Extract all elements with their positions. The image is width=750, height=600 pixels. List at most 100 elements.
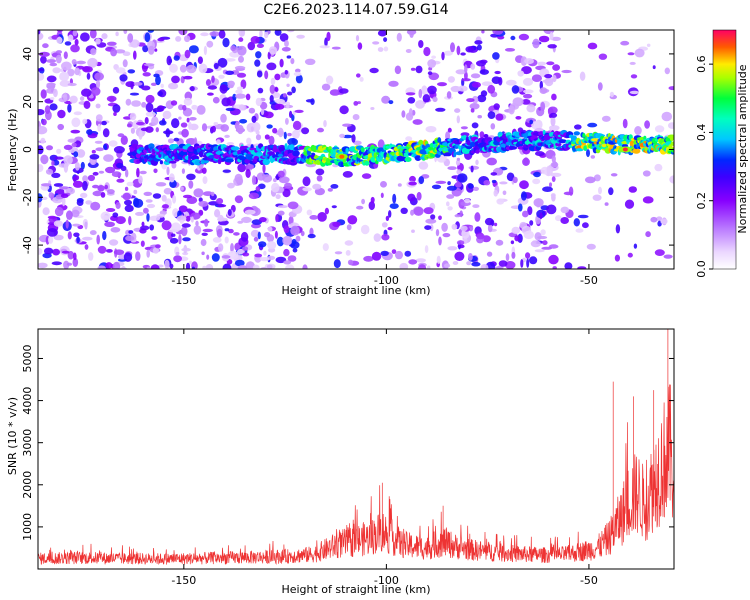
heatmap-cell	[401, 110, 406, 118]
heatmap-cell	[160, 83, 164, 88]
heatmap-cell	[427, 85, 437, 95]
heatmap-cell	[95, 103, 101, 109]
heatmap-cell	[277, 205, 288, 209]
heatmap-cell	[194, 167, 204, 174]
heatmap-cell	[63, 155, 73, 165]
heatmap-cell	[257, 87, 264, 94]
heatmap-cell	[245, 261, 255, 269]
heatmap-cell	[38, 247, 43, 255]
heatmap-cell	[381, 95, 391, 104]
heatmap-cell	[484, 217, 494, 226]
heatmap-cell	[491, 179, 497, 184]
heatmap-cell	[560, 217, 569, 224]
heatmap-cell	[598, 53, 608, 60]
figure-title: C2E6.2023.114.07.59.G14	[263, 2, 448, 18]
heatmap-cell	[123, 30, 128, 34]
heatmap-cell	[415, 258, 426, 263]
y-tick-label: 3000	[21, 429, 34, 457]
heatmap-cell	[470, 108, 475, 113]
heatmap-cell	[40, 137, 46, 144]
heatmap-cell	[212, 96, 220, 104]
heatmap-cell	[181, 247, 191, 252]
heatmap-cell	[628, 186, 637, 193]
heatmap-cell	[196, 105, 206, 115]
heatmap-cell	[515, 116, 522, 120]
heatmap-cell	[244, 209, 256, 215]
heatmap-cell	[201, 167, 207, 174]
heatmap-cell	[325, 75, 334, 85]
heatmap-cell	[74, 162, 80, 171]
heatmap-cell	[431, 184, 442, 190]
heatmap-cell	[408, 259, 418, 265]
heatmap-cell	[180, 122, 188, 128]
heatmap-cell	[552, 266, 557, 269]
heatmap-cell	[339, 133, 345, 138]
heatmap-cell	[346, 224, 352, 231]
heatmap-cell	[91, 149, 96, 154]
heatmap-ridge-cell	[570, 135, 578, 142]
heatmap-cell	[72, 30, 78, 37]
heatmap-cell	[237, 45, 247, 56]
heatmap-cell	[377, 30, 387, 37]
heatmap-cell	[342, 123, 352, 127]
heatmap-cell	[84, 244, 89, 250]
heatmap-cell	[116, 162, 124, 169]
heatmap-cell	[395, 250, 403, 260]
heatmap-cell	[456, 115, 460, 124]
heatmap-cell	[175, 36, 182, 42]
heatmap-cell	[351, 134, 356, 143]
heatmap-cell	[57, 109, 66, 119]
heatmap-cell	[46, 59, 57, 63]
heatmap-cell	[154, 48, 158, 52]
heatmap-cell	[258, 217, 267, 223]
heatmap-cell	[523, 93, 533, 99]
heatmap-cell	[312, 183, 322, 190]
heatmap-cell	[446, 91, 452, 99]
heatmap-cell	[86, 72, 91, 80]
heatmap-cell	[347, 215, 358, 225]
heatmap-cell	[180, 226, 188, 237]
heatmap-cell	[564, 262, 573, 269]
heatmap-cell	[285, 117, 289, 125]
heatmap-ridge-cell	[414, 155, 422, 162]
heatmap-cell	[235, 89, 243, 95]
heatmap-cell	[155, 75, 161, 86]
colorbar-ticks: 0.0 0.2 0.4 0.6	[695, 55, 713, 278]
heatmap-cell	[70, 44, 80, 53]
heatmap-cell	[527, 206, 533, 216]
heatmap-cell	[163, 130, 174, 135]
heatmap-cell	[101, 33, 108, 40]
heatmap-cell	[48, 192, 54, 199]
heatmap-cell	[161, 194, 167, 202]
heatmap-cell	[492, 52, 500, 60]
heatmap-cell	[523, 89, 534, 94]
heatmap-cell	[157, 264, 164, 268]
heatmap-cell	[521, 99, 531, 105]
heatmap-ridge-cell	[284, 143, 288, 150]
heatmap-cell	[391, 249, 397, 255]
heatmap-cell	[151, 116, 159, 126]
heatmap-cell	[227, 250, 239, 260]
heatmap-cell	[143, 207, 149, 214]
heatmap-cell	[144, 117, 149, 125]
heatmap-cell	[256, 172, 266, 181]
heatmap-cell	[250, 126, 254, 132]
heatmap-cell	[266, 124, 273, 129]
heatmap-cell	[138, 175, 143, 184]
heatmap-cell	[237, 248, 245, 255]
heatmap-cell	[228, 228, 234, 234]
heatmap-cell	[267, 241, 277, 250]
heatmap-cell	[146, 203, 156, 209]
y-tick-label: -20	[21, 188, 34, 206]
heatmap-cell	[286, 83, 290, 88]
heatmap-cell	[218, 30, 226, 39]
heatmap-ridge-cell	[583, 145, 588, 152]
heatmap-cell	[547, 44, 557, 49]
heatmap-cell	[319, 45, 330, 49]
heatmap-cell	[263, 250, 267, 256]
heatmap-cell	[302, 264, 308, 269]
heatmap-cell	[169, 63, 178, 73]
heatmap-cell	[182, 104, 187, 111]
x-tick-label: -100	[374, 274, 399, 287]
heatmap-cell	[284, 182, 292, 189]
